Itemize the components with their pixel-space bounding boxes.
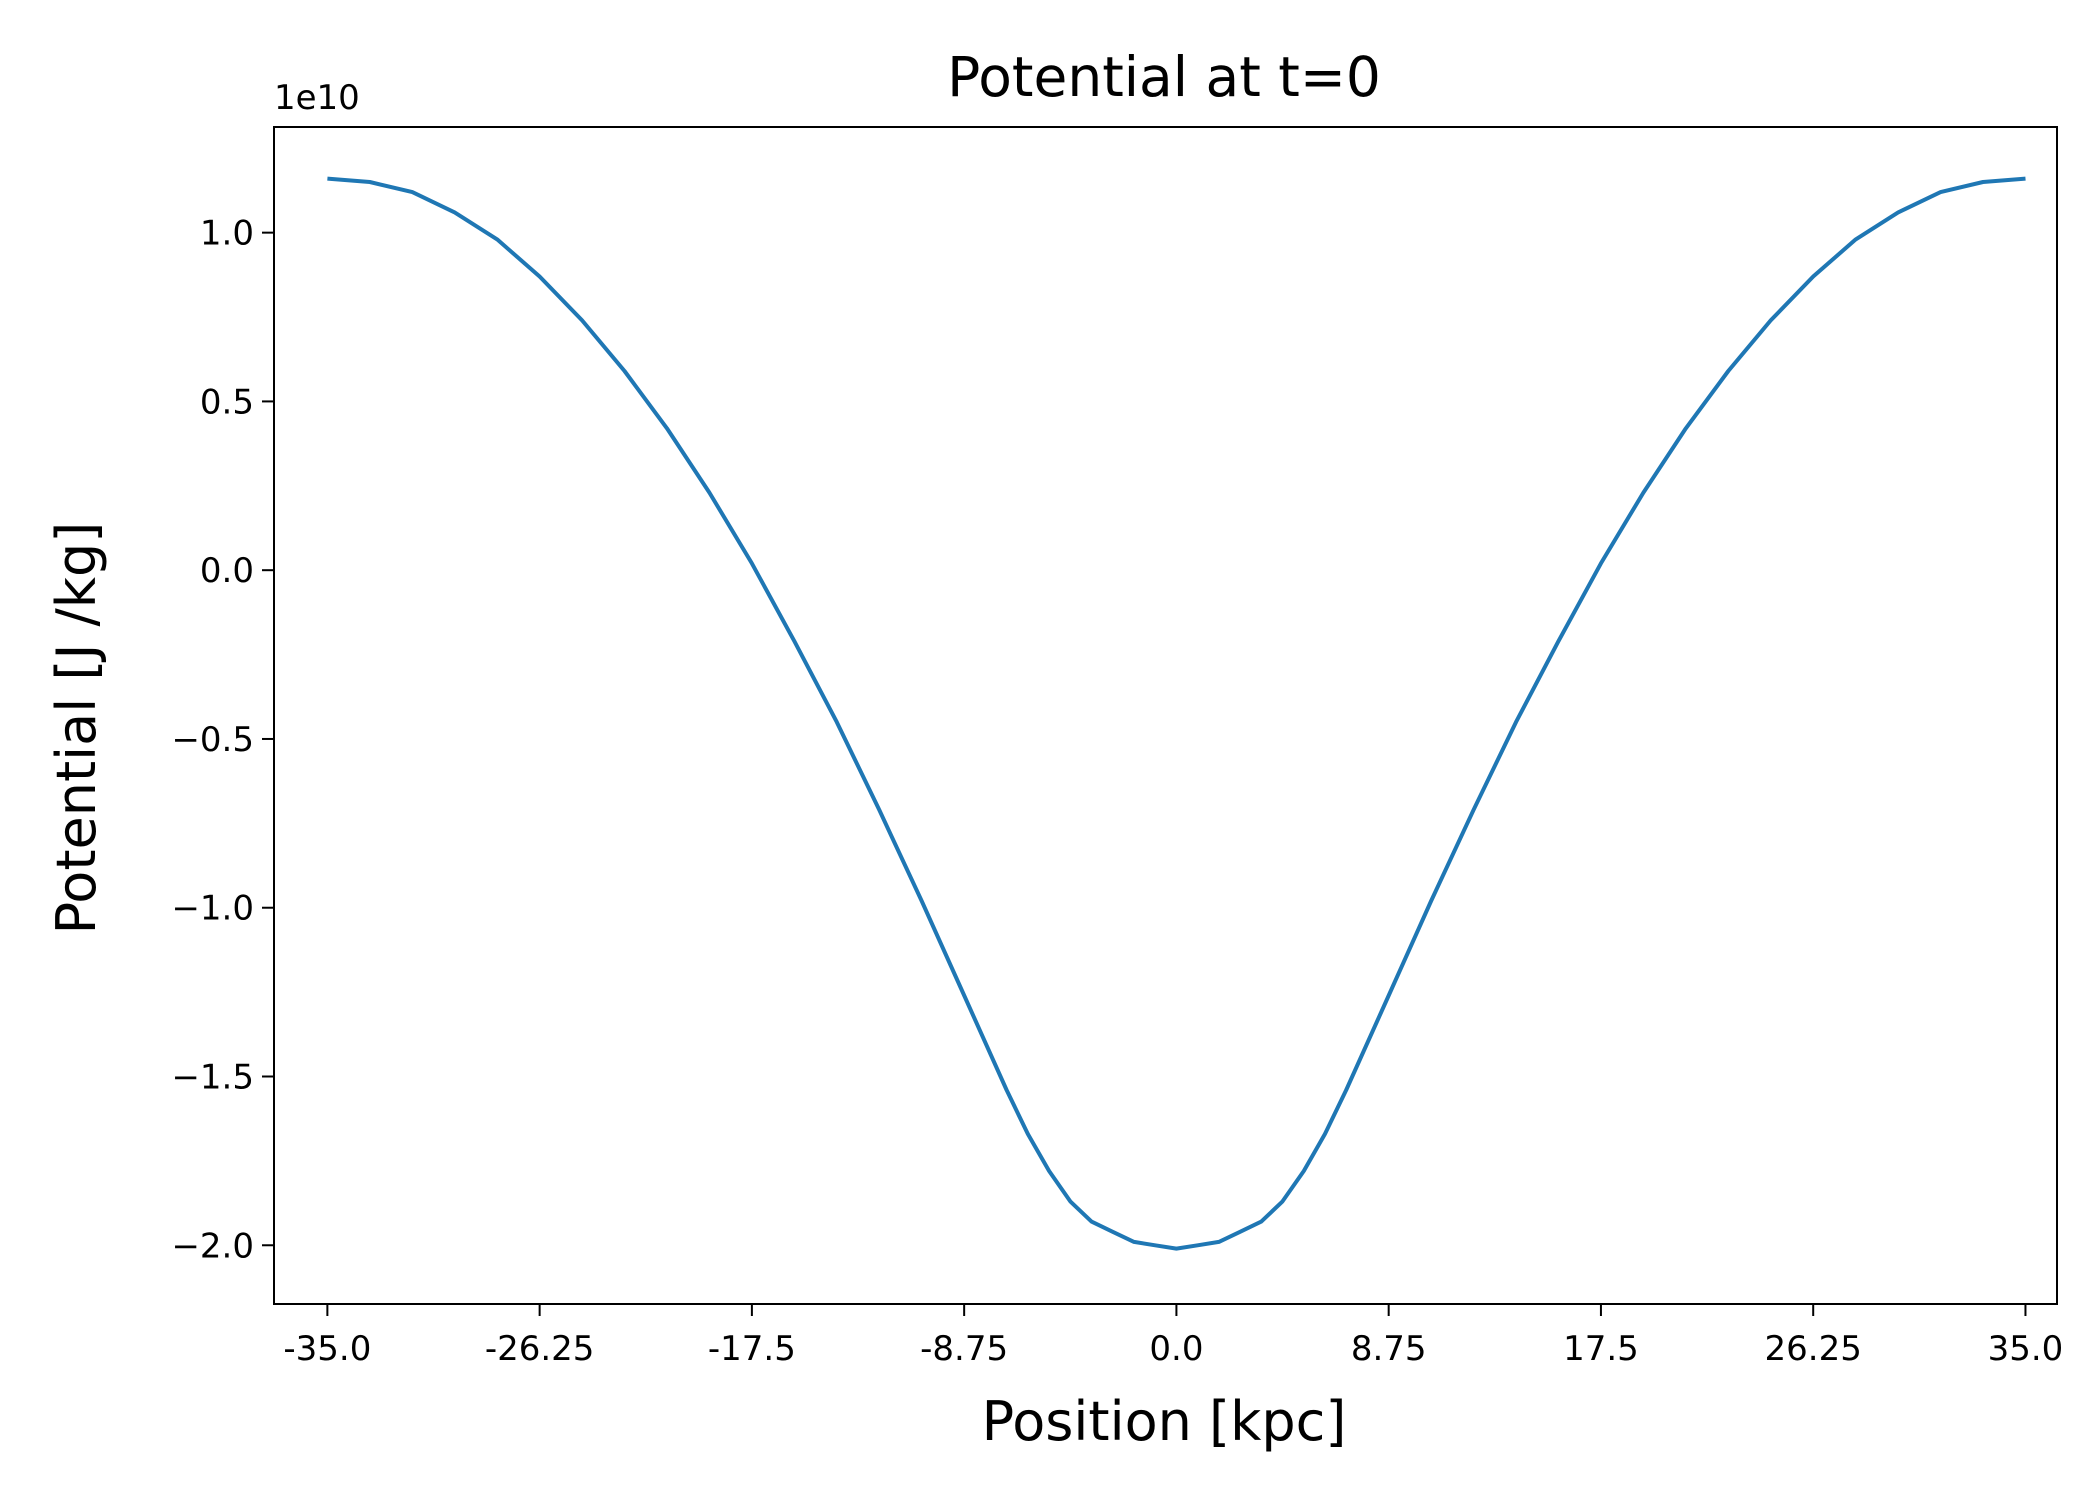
- y-tick-label: −1.0: [171, 889, 254, 929]
- x-tick-label: -8.75: [920, 1329, 1008, 1369]
- chart-title: Potential at t=0: [947, 45, 1381, 109]
- x-tick-label: 26.25: [1765, 1329, 1862, 1369]
- y-axis-ticks: 1.0 0.5 0.0 −0.5 −1.0 −1.5 −2.0: [171, 214, 274, 1266]
- x-tick-label: -26.25: [485, 1329, 595, 1369]
- y-axis-offset-label: 1e10: [274, 78, 360, 118]
- x-axis-ticks: -35.0 -26.25 -17.5 -8.75 0.0 8.75 17.5 26.25 35.…: [283, 1304, 2063, 1369]
- x-tick-label: -35.0: [283, 1329, 371, 1369]
- x-tick-label: 17.5: [1563, 1329, 1639, 1369]
- y-axis-label: Potential [J /kg]: [45, 522, 108, 935]
- series-line-0: [327, 176, 2026, 1251]
- y-tick-label: −2.0: [171, 1226, 254, 1266]
- x-tick-label: 35.0: [1988, 1329, 2064, 1369]
- x-tick-label: 8.75: [1351, 1329, 1427, 1369]
- y-tick-label: 0.0: [200, 551, 254, 591]
- x-tick-label: -17.5: [708, 1329, 796, 1369]
- plot-frame: [273, 126, 2058, 1305]
- y-tick-label: 0.5: [200, 382, 254, 422]
- x-tick-label: 0.0: [1149, 1329, 1203, 1369]
- y-tick-label: −0.5: [171, 720, 254, 760]
- x-axis-label: Position [kpc]: [982, 1390, 1347, 1453]
- plot-area: [273, 126, 2058, 1305]
- y-tick-label: 1.0: [200, 214, 254, 254]
- y-tick-label: −1.5: [171, 1057, 254, 1097]
